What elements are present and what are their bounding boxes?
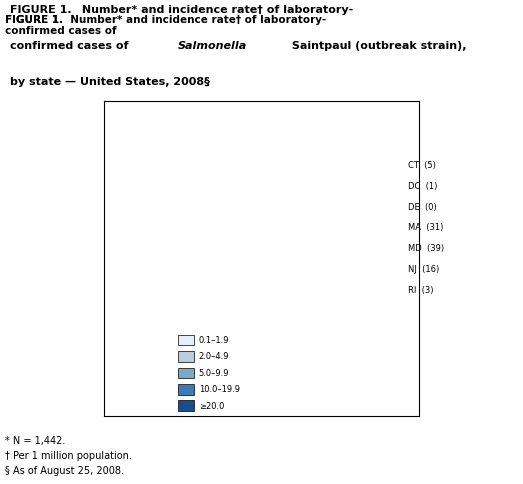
Text: FIGURE 1.: FIGURE 1.	[10, 5, 72, 15]
Text: MA  (31): MA (31)	[408, 223, 444, 232]
Text: RI  (3): RI (3)	[408, 285, 434, 294]
Text: ≥20.0: ≥20.0	[199, 401, 224, 410]
Text: NJ  (16): NJ (16)	[408, 264, 439, 273]
Text: Salmonella: Salmonella	[178, 41, 247, 50]
Bar	[178, 401, 194, 411]
Text: 5.0–9.9: 5.0–9.9	[199, 368, 229, 377]
Text: MD  (39): MD (39)	[408, 244, 444, 253]
Text: CT  (5): CT (5)	[408, 161, 436, 170]
Text: FIGURE 1.: FIGURE 1.	[5, 15, 71, 25]
Text: † Per 1 million population.: † Per 1 million population.	[5, 450, 132, 460]
Text: 0.1–1.9: 0.1–1.9	[199, 335, 229, 344]
Text: confirmed cases of: confirmed cases of	[10, 41, 133, 50]
Text: by state — United States, 2008§: by state — United States, 2008§	[10, 76, 210, 87]
Text: DC  (1): DC (1)	[408, 182, 437, 191]
Text: * N = 1,442.: * N = 1,442.	[5, 436, 65, 446]
Bar	[178, 351, 194, 362]
Bar	[178, 384, 194, 395]
Text: § As of August 25, 2008.: § As of August 25, 2008.	[5, 465, 124, 475]
Bar	[178, 368, 194, 378]
Bar	[178, 335, 194, 346]
Text: 2.0–4.9: 2.0–4.9	[199, 352, 229, 361]
Text: Number* and incidence rate† of laboratory-: Number* and incidence rate† of laborator…	[78, 5, 354, 15]
Text: DE  (0): DE (0)	[408, 202, 437, 211]
Text: FIGURE 1.  Number* and incidence rate† of laboratory-
confirmed cases of: FIGURE 1. Number* and incidence rate† of…	[5, 15, 326, 36]
Text: Saintpaul (outbreak strain),: Saintpaul (outbreak strain),	[288, 41, 466, 50]
Text: 10.0–19.9: 10.0–19.9	[199, 385, 240, 393]
